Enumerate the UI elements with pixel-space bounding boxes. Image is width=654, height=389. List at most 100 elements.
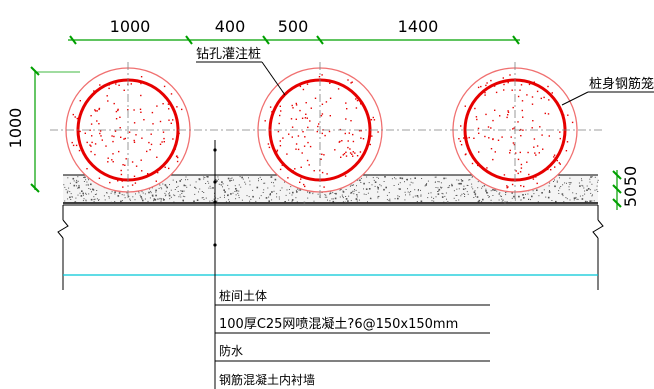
concrete-speckle (378, 195, 380, 197)
dim-top-4: 1400 (398, 17, 439, 36)
concrete-speckle (259, 176, 261, 178)
pile-speckle (345, 155, 348, 157)
concrete-speckle (505, 192, 506, 194)
concrete-speckle (592, 194, 593, 196)
concrete-speckle (491, 202, 493, 203)
pile-speckle (349, 148, 351, 150)
pile-speckle (118, 84, 120, 86)
concrete-speckle (586, 189, 588, 191)
concrete-speckle (90, 198, 93, 201)
concrete-speckle (67, 198, 69, 200)
concrete-speckle (65, 189, 67, 191)
pile-speckle (321, 74, 323, 76)
pile-speckle (279, 168, 282, 171)
concrete-speckle (478, 201, 480, 203)
pile-speckle (521, 100, 524, 102)
concrete-speckle (420, 200, 423, 203)
concrete-speckle (342, 197, 344, 199)
concrete-speckle (98, 199, 99, 201)
concrete-speckle (70, 199, 72, 200)
concrete-speckle (410, 181, 412, 183)
concrete-speckle (79, 192, 81, 194)
concrete-speckle (279, 189, 281, 191)
concrete-speckle (456, 194, 458, 196)
concrete-speckle (185, 185, 187, 187)
concrete-speckle (367, 192, 369, 194)
concrete-speckle (164, 195, 166, 197)
concrete-speckle (93, 196, 95, 198)
pile-speckle (279, 114, 281, 117)
pile-type-label: 钻孔灌注桩 (196, 47, 261, 62)
concrete-speckle (273, 182, 274, 184)
pile-speckle (324, 134, 326, 137)
pile-speckle (567, 114, 569, 116)
concrete-speckle (342, 190, 344, 192)
pile-speckle (156, 156, 158, 158)
concrete-speckle (581, 198, 584, 200)
concrete-speckle (347, 200, 349, 202)
pile-speckle (329, 82, 331, 84)
pile-speckle (147, 173, 149, 175)
pile-speckle (301, 117, 304, 119)
concrete-speckle (66, 192, 68, 194)
concrete-speckle (569, 182, 571, 184)
concrete-speckle (196, 199, 199, 201)
concrete-speckle (477, 201, 479, 203)
concrete-speckle (455, 195, 457, 196)
concrete-speckle (327, 199, 328, 201)
pile-speckle (533, 138, 536, 140)
dim-right-layer-1: 50 (621, 166, 640, 186)
concrete-speckle (195, 181, 197, 183)
pile-speckle (517, 158, 520, 161)
concrete-speckle (409, 192, 411, 194)
concrete-speckle (428, 192, 430, 194)
concrete-speckle (389, 198, 391, 200)
concrete-speckle (248, 177, 249, 179)
concrete-speckle (548, 185, 550, 187)
concrete-speckle (114, 191, 116, 193)
concrete-speckle (393, 185, 395, 186)
pile-speckle (74, 116, 76, 118)
concrete-speckle (388, 192, 390, 194)
concrete-speckle (442, 193, 444, 195)
concrete-speckle (584, 200, 587, 203)
pile-speckle (526, 94, 528, 96)
pile-speckle (484, 94, 486, 96)
concrete-speckle (354, 189, 355, 191)
pile-speckle (268, 146, 271, 149)
concrete-speckle (456, 188, 458, 190)
concrete-speckle (80, 195, 83, 197)
concrete-speckle (420, 195, 422, 197)
concrete-speckle (217, 176, 219, 178)
concrete-speckle (83, 198, 85, 200)
concrete-speckle (466, 184, 468, 186)
concrete-speckle (487, 195, 489, 196)
pile-speckle (299, 109, 301, 112)
pile-speckle (133, 141, 136, 143)
pile-speckle (108, 87, 110, 90)
concrete-speckle (589, 178, 591, 180)
pile-speckle (123, 89, 125, 91)
concrete-speckle (498, 199, 500, 201)
pile-speckle (490, 127, 492, 129)
concrete-speckle (466, 191, 468, 193)
pile-speckle (559, 131, 561, 133)
concrete-speckle (267, 187, 269, 189)
concrete-speckle (141, 191, 143, 193)
pile-speckle (533, 81, 535, 83)
concrete-speckle (296, 201, 298, 203)
pile-speckle (115, 110, 118, 113)
pile-speckle (161, 141, 163, 143)
concrete-speckle (476, 196, 479, 198)
pile-speckle (164, 166, 166, 168)
pile-speckle (127, 109, 129, 111)
concrete-speckle (224, 191, 226, 193)
concrete-speckle (435, 176, 437, 178)
concrete-speckle (431, 196, 433, 198)
pile-speckle (550, 169, 552, 171)
concrete-speckle (589, 200, 591, 202)
concrete-speckle (149, 188, 150, 190)
pile-speckle (300, 166, 302, 168)
concrete-speckle (156, 198, 158, 200)
concrete-speckle (549, 190, 550, 191)
